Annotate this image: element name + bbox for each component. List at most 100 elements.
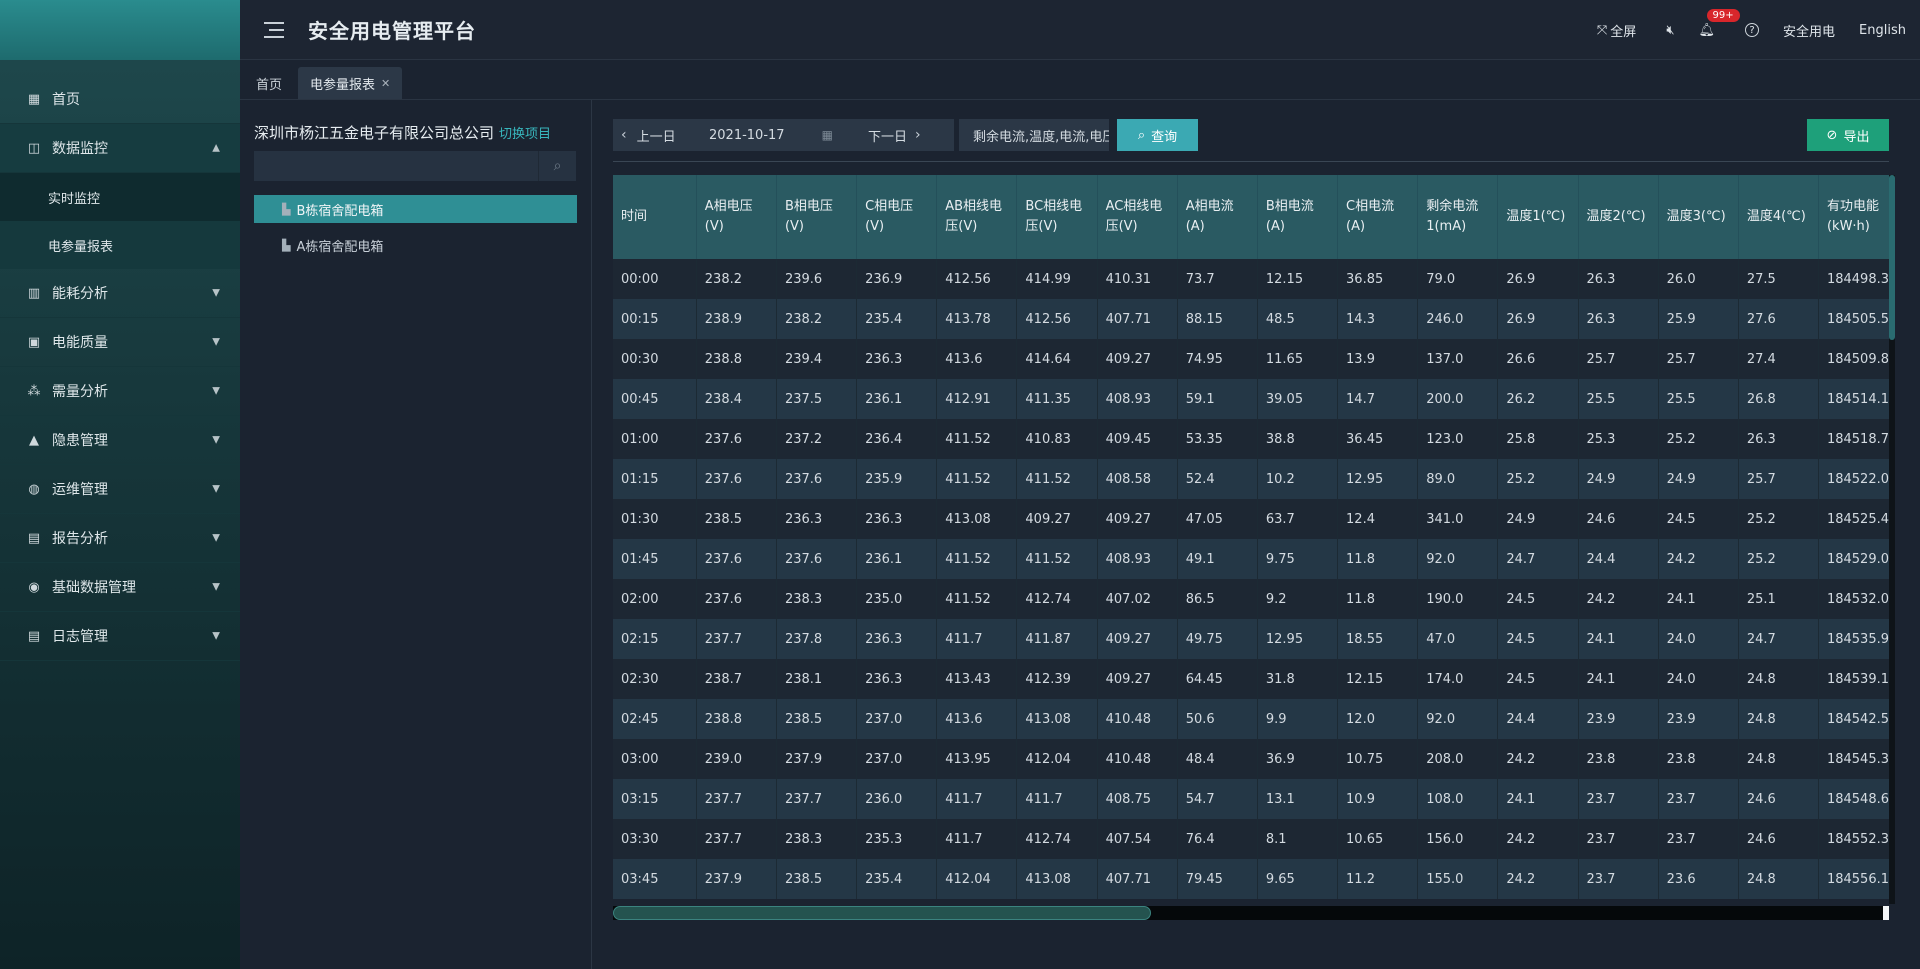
table-cell: 23.9 [1658, 699, 1739, 739]
fullscreen-button[interactable]: ⤧ 全屏 [1597, 21, 1636, 40]
query-button[interactable]: ⌕ 查询 [1117, 119, 1198, 151]
user-menu[interactable]: 安全用电 [1783, 21, 1835, 40]
tree-node-b-building[interactable]: ▙ B栋宿舍配电箱 [254, 195, 577, 223]
table-cell: 190.0 [1417, 579, 1499, 619]
table-cell: 236.3 [856, 499, 938, 539]
calendar-icon: ▦ [821, 128, 833, 142]
tab-home[interactable]: 首页 [244, 67, 294, 99]
tree-search-input[interactable] [254, 151, 538, 181]
table-cell: 25.3 [1578, 419, 1659, 459]
chevron-down-icon: ▼ [212, 483, 220, 495]
table-cell: 237.6 [696, 579, 777, 619]
table-cell: 92.0 [1417, 539, 1499, 579]
sidebar-item-hazard-management[interactable]: ▲ 隐患管理 ▼ [0, 416, 240, 465]
table-row: 00:30 238.8 239.4 236.3 413.6 414.64 409.27 74.… [613, 339, 1889, 379]
column-header: C相电压(V) [856, 175, 938, 259]
table-cell: 412.39 [1016, 659, 1098, 699]
table-cell: 36.85 [1337, 259, 1419, 299]
table-cell: 11.2 [1337, 859, 1419, 899]
table-cell: 24.9 [1658, 459, 1739, 499]
table-cell: 174.0 [1417, 659, 1499, 699]
table-cell: 53.35 [1177, 419, 1258, 459]
table-cell: 02:00 [613, 579, 697, 619]
table-cell: 24.6 [1738, 779, 1819, 819]
tab-param-report[interactable]: 电参量报表 ✕ [298, 67, 403, 99]
language-label: English [1859, 22, 1906, 38]
table-cell: 411.52 [936, 419, 1018, 459]
tree-node-a-building[interactable]: ▙ A栋宿舍配电箱 [254, 231, 577, 259]
sidebar-item-demand-analysis[interactable]: ⁂ 需量分析 ▼ [0, 367, 240, 416]
table-cell: 184529.06 [1818, 539, 1889, 579]
sidebar-item-home[interactable]: ▦ 首页 [0, 75, 240, 124]
table-cell: 92.0 [1417, 699, 1499, 739]
sidebar-item-power-quality[interactable]: ▣ 电能质量 ▼ [0, 318, 240, 367]
chevron-left-icon: ‹ [621, 127, 627, 143]
table-cell: 237.7 [696, 779, 777, 819]
export-button[interactable]: ⊘ 导出 [1807, 119, 1889, 151]
date-picker[interactable]: 2021-10-17 ▦ [693, 128, 843, 143]
table-cell: 47.05 [1177, 499, 1258, 539]
table-cell: 73.7 [1177, 259, 1258, 299]
sidebar-item-basic-data[interactable]: ◉ 基础数据管理 ▼ [0, 563, 240, 612]
sidebar-subitem-param-report[interactable]: 电参量报表 [0, 221, 240, 269]
monitor-icon: ◫ [27, 140, 41, 156]
fullscreen-icon: ⤧ [1596, 22, 1608, 38]
prev-day-button[interactable]: ‹ 上一日 [613, 126, 693, 145]
table-row: 02:30 238.7 238.1 236.3 413.43 412.39 409.27 64… [613, 659, 1889, 699]
company-header: 深圳市杨江五金电子有限公司总公司 切换项目 [254, 122, 577, 143]
parameter-select[interactable]: 剩余电流,温度,电流,电压,电能,功率 [959, 119, 1109, 151]
globe-icon: ◍ [28, 481, 40, 497]
mute-button[interactable]: 🔇︎ [1666, 23, 1674, 38]
table-cell: 14.7 [1337, 379, 1419, 419]
search-icon: ⌕ [1137, 127, 1146, 143]
table-cell: 235.3 [856, 819, 938, 859]
chevron-down-icon: ▼ [212, 532, 220, 544]
table-cell: 411.7 [936, 779, 1018, 819]
sidebar-subitem-label: 电参量报表 [48, 239, 114, 255]
notifications-button[interactable]: 🔔︎ 99+ [1699, 8, 1740, 38]
table-cell: 238.5 [776, 699, 858, 739]
table-cell: 89.0 [1417, 459, 1499, 499]
sidebar-item-label: 需量分析 [52, 384, 108, 400]
sidebar-item-report-analysis[interactable]: ▤ 报告分析 ▼ [0, 514, 240, 563]
table-cell: 01:30 [613, 499, 697, 539]
sidebar-item-energy-analysis[interactable]: ▥ 能耗分析 ▼ [0, 269, 240, 318]
table-cell: 63.7 [1257, 499, 1339, 539]
help-button[interactable]: ? [1745, 23, 1760, 37]
horizontal-scroll-thumb[interactable] [613, 906, 1151, 920]
table-cell: 237.6 [696, 539, 777, 579]
sidebar-item-data-monitor[interactable]: ◫ 数据监控 ▲ [0, 124, 240, 173]
tree-node-label: B栋宿舍配电箱 [296, 203, 384, 219]
report-table-container: 时间 A相电压(V) B相电压(V) C相电压(V) AB相线电压(V) BC相线电压(V… [613, 175, 1889, 904]
column-header: 有功电能(kW·h) [1818, 175, 1889, 259]
table-cell: 24.5 [1658, 499, 1739, 539]
sidebar: ▦ 首页 ◫ 数据监控 ▲ 实时监控 电参量报表 ▥ 能耗分析 ▼ ▣ 电能质量… [0, 0, 240, 969]
table-cell: 24.1 [1658, 579, 1739, 619]
report-table: 时间 A相电压(V) B相电压(V) C相电压(V) AB相线电压(V) BC相线电压(V… [613, 175, 1889, 899]
vertical-scroll-thumb[interactable] [1889, 175, 1895, 340]
menu-toggle-icon[interactable] [264, 21, 284, 38]
table-cell: 23.8 [1658, 739, 1739, 779]
table-cell: 184535.91 [1818, 619, 1889, 659]
close-icon[interactable]: ✕ [381, 76, 391, 90]
sidebar-item-label: 能耗分析 [52, 286, 108, 302]
column-header: AC相线电压(V) [1097, 175, 1178, 259]
sidebar-item-ops-management[interactable]: ◍ 运维管理 ▼ [0, 465, 240, 514]
fullscreen-label: 全屏 [1610, 24, 1637, 40]
search-icon[interactable]: ⌕ [538, 151, 576, 181]
sidebar-subitem-realtime[interactable]: 实时监控 [0, 173, 240, 221]
table-cell: 24.2 [1497, 819, 1579, 859]
table-cell: 74.95 [1177, 339, 1258, 379]
table-cell: 25.2 [1658, 419, 1739, 459]
vertical-scrollbar[interactable] [1889, 175, 1895, 904]
next-day-button[interactable]: 下一日 › [868, 126, 921, 145]
table-cell: 411.87 [1016, 619, 1098, 659]
table-cell: 25.2 [1497, 459, 1579, 499]
horizontal-scrollbar[interactable] [613, 906, 1889, 920]
table-cell: 26.3 [1578, 259, 1659, 299]
switch-project-link[interactable]: 切换项目 [499, 127, 552, 142]
table-cell: 184542.5 [1818, 699, 1889, 739]
language-switch[interactable]: English [1859, 23, 1906, 38]
sidebar-item-log-management[interactable]: ▤ 日志管理 ▼ [0, 612, 240, 661]
chevron-down-icon: ▼ [212, 581, 220, 593]
